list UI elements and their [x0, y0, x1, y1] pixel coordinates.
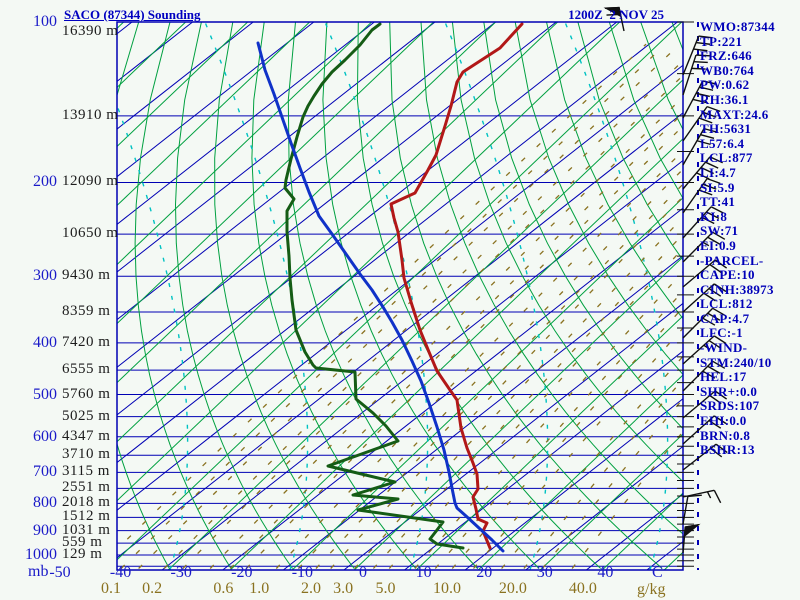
side-panel-line: STM:240/10 — [700, 354, 772, 370]
altitude-label: 5760 m — [62, 385, 111, 402]
temperature-tick-label: -10 — [291, 564, 314, 581]
pressure-label: 800 — [33, 494, 57, 512]
altitude-label: 7420 m — [62, 333, 111, 350]
wind-barbs — [603, 6, 728, 554]
temperature-tick-label: -50 — [49, 564, 71, 581]
side-panel-line: L57:6.4 — [700, 135, 745, 151]
pressure-label: 600 — [33, 427, 57, 445]
side-panel-line: KI:8 — [700, 208, 728, 224]
side-panel-line: SRDS:107 — [700, 398, 760, 414]
temperature-tick-label: 10 — [415, 564, 432, 581]
altitude-label: 8359 m — [62, 302, 111, 319]
mixing-ratio-tick-label: 1.0 — [249, 580, 270, 597]
altitude-label: 13910 m — [62, 106, 119, 123]
side-panel-line: SHR+:0.0 — [700, 383, 758, 399]
altitude-label: 129 m — [62, 546, 103, 562]
side-panel-line: FRZ:646 — [700, 48, 752, 64]
side-panel-line: TH:5631 — [700, 121, 752, 137]
pressure-label: 400 — [33, 333, 57, 351]
altitude-label: 5025 m — [62, 407, 111, 424]
side-panel-line: LI:4.7 — [700, 164, 737, 180]
temperature-tick-label: 0 — [359, 564, 367, 581]
mixing-ratio-tick-label: 2.0 — [300, 580, 321, 597]
altitude-label: 6555 m — [62, 361, 111, 378]
mixing-ratio-tick-label: 0.1 — [101, 580, 122, 597]
pressure-label: 200 — [33, 173, 57, 191]
dewpoint-c-trace — [283, 22, 465, 550]
pressure-label: 1000 — [25, 546, 57, 563]
side-panel-line: LCL:812 — [700, 296, 753, 312]
mixing-ratio-tick-label: 0.6 — [213, 580, 234, 597]
plot-frame — [116, 21, 684, 571]
temperature-tick-label: -30 — [170, 564, 192, 581]
side-panel-line: RH:36.1 — [700, 91, 749, 107]
temperature-tick-label: 30 — [536, 564, 553, 581]
pressure-label: 500 — [33, 385, 57, 403]
mixing-ratio-tick-label: 20.0 — [498, 580, 527, 597]
altitude-label: 2551 m — [62, 479, 111, 496]
pressure-label: 300 — [33, 267, 57, 285]
side-panel-line: CAPE:10 — [700, 267, 755, 283]
side-panel-line: LCL:877 — [700, 150, 753, 166]
side-panel-line: CAP:4.7 — [700, 310, 750, 326]
side-panel-indices: WMO:87344 TP:221 FRZ:646 WB0:764 PW:0.62 RH:3… — [700, 19, 775, 458]
altitude-label: 3115 m — [62, 463, 110, 480]
altitude-label: 12090 m — [62, 173, 119, 190]
side-panel-line: WMO:87344 — [700, 19, 775, 34]
side-panel-line: -PARCEL- — [700, 252, 764, 268]
altitude-label: 10650 m — [62, 225, 119, 242]
mixing-ratio-tick-label: 40.0 — [568, 580, 597, 597]
mixing-ratio-unit-label: g/kg — [637, 581, 666, 598]
side-panel-line: LFC:-1 — [700, 325, 743, 341]
pressure-unit-label: mb — [28, 563, 49, 580]
side-panel-line: SW:71 — [700, 223, 739, 239]
mixing-ratio-tick-label: 3.0 — [333, 580, 354, 597]
chart-datetime: 1200Z 2 NOV 25 — [568, 7, 664, 22]
side-panel-line: BSHR:13 — [700, 442, 755, 458]
altitude-label: 2018 m — [62, 494, 111, 511]
side-panel-line: CINH:38973 — [700, 281, 774, 297]
pressure-label: 100 — [33, 13, 57, 30]
temperature-tick-label: 20 — [476, 564, 493, 581]
side-panel-line: SI:5.9 — [700, 179, 735, 195]
pressure-label: 900 — [33, 521, 57, 539]
side-panel-line: EHI:0.0 — [700, 413, 747, 429]
altitude-label: 3710 m — [62, 446, 111, 463]
pressure-label: 700 — [33, 463, 57, 481]
side-panel-line: TP:221 — [700, 33, 743, 49]
side-panel-line: HEL:17 — [700, 369, 747, 385]
temperature-tick-label: -20 — [231, 564, 253, 581]
temperature-unit-label: C — [652, 564, 663, 581]
altitude-label: 1031 m — [62, 521, 111, 538]
side-panel-line: -WIND- — [700, 340, 748, 356]
mixing-ratio-tick-label: 0.2 — [142, 580, 163, 597]
altitude-label: 4347 m — [62, 427, 111, 444]
side-panel-line: TT:41 — [700, 194, 736, 210]
side-panel-line: WB0:764 — [700, 62, 755, 78]
altitude-label: 16390 m — [62, 23, 119, 39]
altitude-label: 1512 m — [62, 508, 111, 525]
altitude-label: 559 m — [62, 534, 103, 551]
side-panel-line: PW:0.62 — [700, 77, 750, 93]
right-axis-ticks — [677, 21, 694, 567]
temperature-tick-label: 40 — [597, 564, 614, 581]
temperature-tick-label: -40 — [109, 564, 132, 581]
grid-lines — [117, 22, 683, 570]
mixing-ratio-tick-label: 5.0 — [375, 580, 396, 597]
altitude-label: 9430 m — [62, 267, 111, 284]
side-panel-line: BRN:0.8 — [700, 427, 751, 443]
side-panel-line: EI:0.9 — [700, 237, 737, 253]
parcel-trace-trace — [256, 41, 505, 553]
mixing-ratio-tick-label: 10.0 — [432, 580, 461, 597]
side-panel-line: MAXT:24.6 — [700, 106, 769, 122]
temperature-c-trace — [389, 22, 524, 550]
chart-title: SACO (87344) Sounding — [64, 7, 201, 22]
